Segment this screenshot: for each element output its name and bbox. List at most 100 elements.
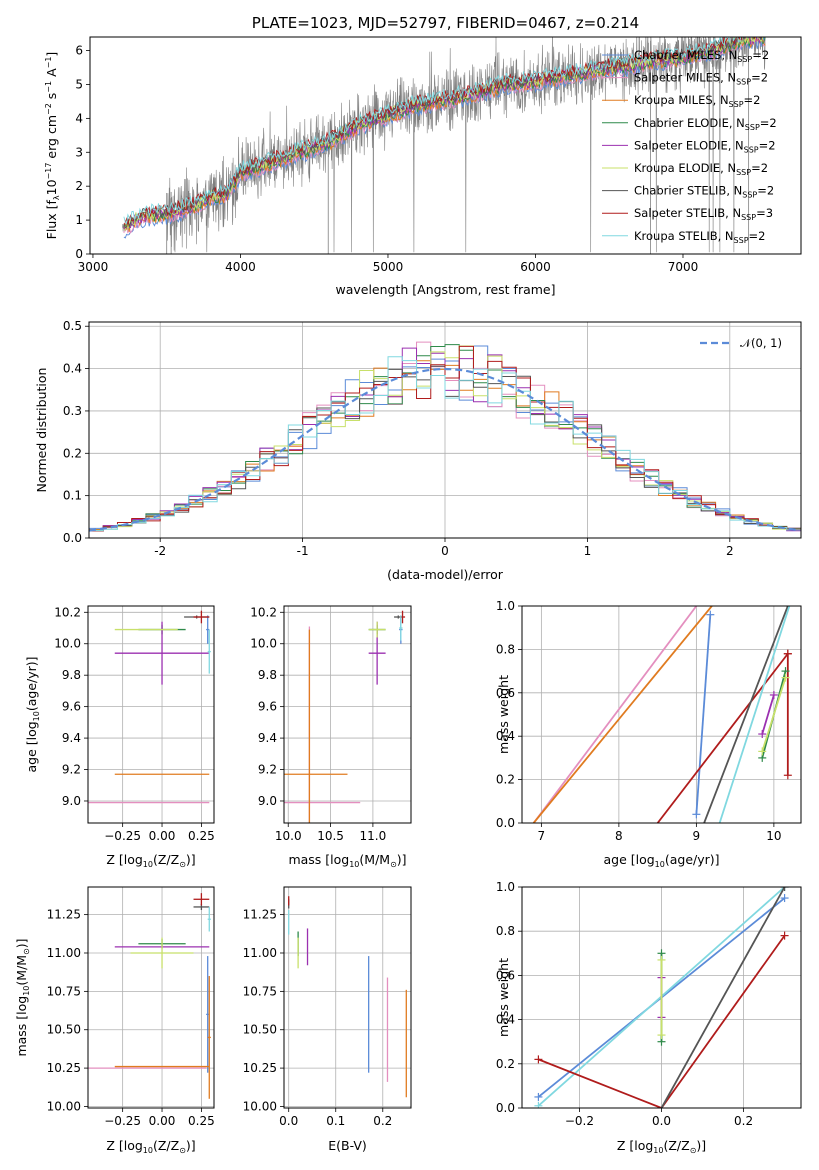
legend-entry: Salpeter ELODIE, NSSP=2 <box>634 138 776 154</box>
x-axis-label: mass [log10(M/M⊙)] <box>288 852 406 869</box>
x-tick-label: 7 <box>538 829 546 843</box>
legend-entry: Salpeter MILES, NSSP=2 <box>634 71 768 87</box>
x-tick-label: 0.2 <box>734 1114 753 1128</box>
axes-frame <box>283 886 412 1109</box>
x-tick-label: 3000 <box>78 260 109 274</box>
y-tick-label: 0.3 <box>63 404 82 418</box>
axes-spectrum: 3000 4000 5000 6000 7000 0 1 2 3 4 5 6 PLATE=1023, M… <box>44 14 802 297</box>
y-tick-label: 9.4 <box>62 731 81 745</box>
legend-entry: Kroupa STELIB, NSSP=2 <box>634 229 765 245</box>
y-tick-label: 0 <box>75 247 83 261</box>
y-tick-label: 1.0 <box>496 599 515 613</box>
plot-area-age_vs_z <box>88 610 211 804</box>
axes-frame <box>88 321 802 539</box>
legend-entry: Chabrier ELODIE, NSSP=2 <box>634 116 777 132</box>
weight-line-kroupa_stelib <box>718 606 791 823</box>
errorbar-point-salpeter_elodie <box>114 621 210 685</box>
y-tick-label: 0.8 <box>496 924 515 938</box>
x-tick-label: −0.25 <box>104 1114 141 1128</box>
y-tick-label: 9.8 <box>62 668 81 682</box>
weight-line-salpeter_elodie <box>761 694 775 735</box>
y-tick-label: 10.50 <box>47 1023 81 1037</box>
plot-area-residuals <box>89 341 801 538</box>
axes-weight_vs_age: 7 8 9 10 0.0 0.2 0.4 0.6 0.8 1.0 age [log10(age/yr… <box>496 599 802 869</box>
legend-entry: 𝒩(0, 1) <box>740 336 782 350</box>
axes-frame <box>89 36 802 255</box>
weight-line-salpeter_miles <box>532 606 698 823</box>
plot-area-weight_vs_age <box>532 606 792 823</box>
x-tick-label: -1 <box>297 544 309 558</box>
x-axis-label: Z [log10(Z/Z⊙)] <box>106 1138 195 1155</box>
y-tick-label: 1.0 <box>496 880 515 894</box>
legend-entry: Kroupa ELODIE, NSSP=2 <box>634 161 768 177</box>
legend-entry: Kroupa MILES, NSSP=2 <box>634 93 760 109</box>
y-tick-label: 0.2 <box>496 1057 515 1071</box>
x-axis-label: (data-model)/error <box>387 567 504 582</box>
weight-line-chabrier_miles <box>695 614 712 815</box>
errorbar-point-kroupa_stelib <box>207 629 211 674</box>
x-tick-label: 6000 <box>520 260 551 274</box>
axes-mass_vs_z: −0.25 0.00 0.25 10.00 10.25 10.50 10.75 11.00 11… <box>14 886 215 1155</box>
y-tick-label: 2 <box>75 179 83 193</box>
y-tick-label: 9.6 <box>62 700 81 714</box>
axes-frame <box>521 886 802 1109</box>
y-tick-label: 9.8 <box>258 668 277 682</box>
y-tick-label: 0.5 <box>63 319 82 333</box>
x-tick-label: 9 <box>693 829 701 843</box>
y-tick-label: 10.25 <box>243 1061 277 1075</box>
y-tick-label: 10.50 <box>243 1023 277 1037</box>
plot-area-weight_vs_z <box>534 887 789 1108</box>
weight-line-kroupa_miles <box>532 606 713 823</box>
y-tick-label: 0.0 <box>63 531 82 545</box>
legend-entry: Chabrier STELIB, NSSP=2 <box>634 184 774 200</box>
x-axis-label: Z [log10(Z/Z⊙)] <box>106 852 195 869</box>
y-tick-label: 0.4 <box>496 1013 515 1027</box>
x-tick-label: 0.00 <box>149 829 176 843</box>
x-tick-label: 10 <box>766 829 781 843</box>
x-tick-label: −0.2 <box>565 1114 594 1128</box>
x-tick-label: 0.25 <box>188 1114 215 1128</box>
model-line-kroupa_stelib <box>123 37 758 225</box>
y-tick-label: 9.0 <box>62 794 81 808</box>
y-tick-label: 10.00 <box>47 1099 81 1113</box>
x-axis-label: wavelength [Angstrom, rest frame] <box>335 282 555 297</box>
errorbar-point-kroupa_miles <box>284 629 348 823</box>
x-tick-label: −0.25 <box>104 829 141 843</box>
y-tick-label: 10.75 <box>243 984 277 998</box>
y-axis-label: Normed distribution <box>34 368 49 493</box>
axes-mass_vs_ebv: 0.0 0.1 0.2 10.00 10.25 10.50 10.75 11.00 11.25 E… <box>243 886 412 1153</box>
y-tick-label: 10.0 <box>54 637 81 651</box>
y-axis-label: mass weight <box>496 958 511 1037</box>
y-tick-label: 0.1 <box>63 489 82 503</box>
y-tick-label: 3 <box>75 145 83 159</box>
x-tick-label: 0.0 <box>652 1114 671 1128</box>
chart-title: PLATE=1023, MJD=52797, FIBERID=0467, z=0… <box>252 14 639 32</box>
y-tick-label: 9.6 <box>258 700 277 714</box>
plot-area-age_vs_mass <box>284 610 406 823</box>
x-tick-label: 4000 <box>225 260 256 274</box>
x-tick-label: 0.1 <box>326 1114 345 1128</box>
weight-line-salpeter_stelib <box>538 935 786 1108</box>
x-tick-label: 1 <box>584 544 592 558</box>
x-axis-label: age [log10(age/yr)] <box>603 852 719 869</box>
y-tick-label: 9.0 <box>258 794 277 808</box>
y-tick-label: 11.25 <box>243 908 277 922</box>
x-tick-label: 2 <box>726 544 734 558</box>
weight-line-chabrier_stelib <box>703 606 789 823</box>
y-tick-label: 0.2 <box>496 773 515 787</box>
y-tick-label: 11.25 <box>47 908 81 922</box>
weight-line-salpeter_stelib <box>656 653 789 823</box>
errorbar-point-kroupa_miles <box>207 976 211 1099</box>
legend-entry: Chabrier MILES, NSSP=2 <box>634 48 769 64</box>
y-axis-label: mass weight <box>496 675 511 754</box>
axes-age_vs_z: −0.25 0.00 0.25 9.0 9.2 9.4 9.6 9.8 10.0 10.2 Z [l… <box>24 605 215 869</box>
y-axis-label: mass [log10(M/M⊙)] <box>14 938 31 1056</box>
x-tick-label: 0.25 <box>188 829 215 843</box>
y-tick-label: 0.0 <box>496 1101 515 1115</box>
y-tick-label: 10.00 <box>243 1099 277 1113</box>
axes-weight_vs_z: −0.2 0.0 0.2 0.0 0.2 0.4 0.6 0.8 1.0 Z [log10(Z/Z… <box>496 880 802 1155</box>
errorbar-point-kroupa_stelib <box>399 615 403 641</box>
y-tick-label: 10.2 <box>54 605 81 619</box>
x-axis-label: Z [log10(Z/Z⊙)] <box>617 1138 706 1155</box>
